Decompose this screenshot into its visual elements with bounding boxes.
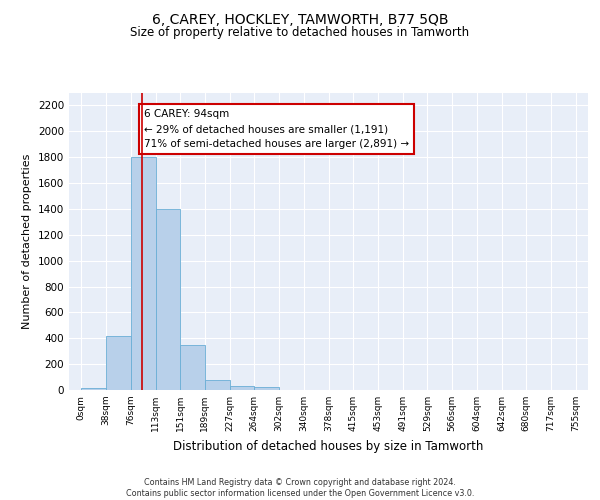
Text: 6 CAREY: 94sqm
← 29% of detached houses are smaller (1,191)
71% of semi-detached: 6 CAREY: 94sqm ← 29% of detached houses … xyxy=(144,110,409,149)
Bar xyxy=(82,388,106,390)
Bar xyxy=(180,344,205,390)
Bar xyxy=(254,388,279,390)
Text: 6, CAREY, HOCKLEY, TAMWORTH, B77 5QB: 6, CAREY, HOCKLEY, TAMWORTH, B77 5QB xyxy=(152,12,448,26)
Text: Contains HM Land Registry data © Crown copyright and database right 2024.
Contai: Contains HM Land Registry data © Crown c… xyxy=(126,478,474,498)
Y-axis label: Number of detached properties: Number of detached properties xyxy=(22,154,32,329)
Text: Size of property relative to detached houses in Tamworth: Size of property relative to detached ho… xyxy=(130,26,470,39)
Bar xyxy=(155,209,180,390)
X-axis label: Distribution of detached houses by size in Tamworth: Distribution of detached houses by size … xyxy=(173,440,484,452)
Bar xyxy=(205,380,230,390)
Bar xyxy=(230,386,254,390)
Bar xyxy=(106,336,131,390)
Bar xyxy=(131,157,155,390)
